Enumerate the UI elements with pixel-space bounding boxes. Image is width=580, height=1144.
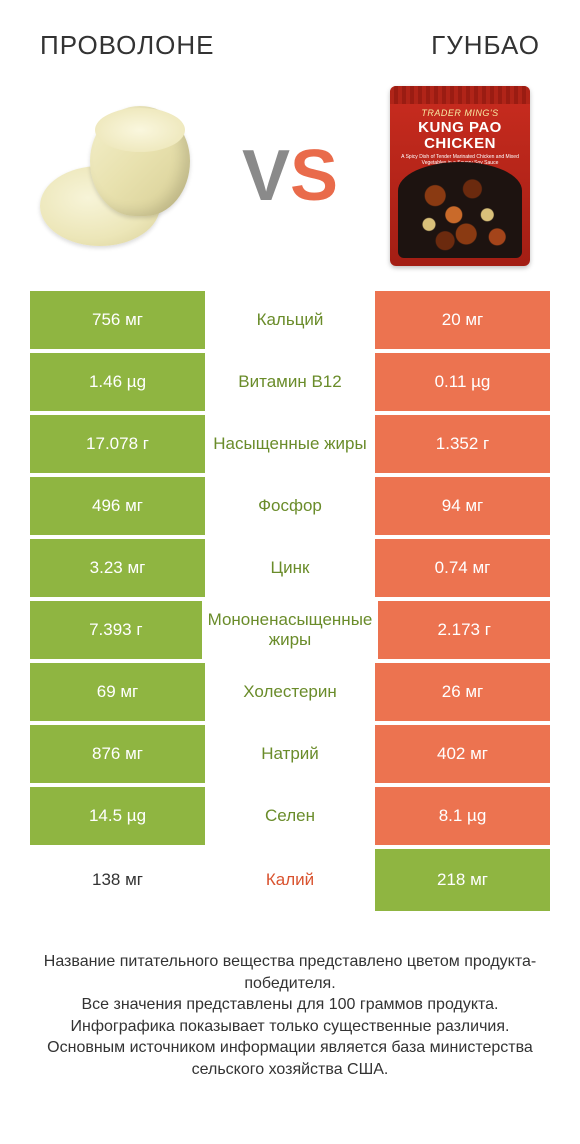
table-row: 1.46 µgВитамин B120.11 µg [30,353,550,415]
cell-nutrient: Витамин B12 [205,353,375,411]
cell-right-value: 0.11 µg [375,353,550,411]
cell-left-value: 496 мг [30,477,205,535]
package-name-2: CHICKEN [424,135,496,152]
table-row: 876 мгНатрий402 мг [30,725,550,787]
cell-left-value: 7.393 г [30,601,202,659]
cell-left-value: 3.23 мг [30,539,205,597]
table-row: 7.393 гМононенасыщенные жиры2.173 г [30,601,550,663]
table-row: 496 мгФосфор94 мг [30,477,550,539]
cell-right-value: 8.1 µg [375,787,550,845]
footer-line-4: Основным источником информации является … [47,1039,533,1078]
hero-row: VS TRADER MING'S Kung Pao CHICKEN A Spic… [0,81,580,291]
cell-left-value: 1.46 µg [30,353,205,411]
cell-left-value: 876 мг [30,725,205,783]
footer-line-3: Инфографика показывает только существенн… [71,1018,510,1035]
cell-right-value: 20 мг [375,291,550,349]
cheese-icon [40,106,200,246]
cell-nutrient: Кальций [205,291,375,349]
product-left-image [30,91,210,261]
package-brand: TRADER MING'S [390,108,530,118]
cell-nutrient: Мононенасыщенные жиры [202,601,379,659]
comparison-table: 756 мгКальций20 мг1.46 µgВитамин B120.11… [0,291,580,911]
cell-right-value: 94 мг [375,477,550,535]
cell-left-value: 756 мг [30,291,205,349]
package-icon: TRADER MING'S Kung Pao CHICKEN A Spicy D… [390,86,530,266]
footer-note: Название питательного вещества представл… [0,911,580,1101]
cell-nutrient: Насыщенные жиры [205,415,375,473]
cell-right-value: 402 мг [375,725,550,783]
cell-nutrient: Селен [205,787,375,845]
cell-nutrient: Цинк [205,539,375,597]
cell-left-value: 69 мг [30,663,205,721]
vs-label: VS [242,135,338,217]
table-row: 17.078 гНасыщенные жиры1.352 г [30,415,550,477]
cell-right-value: 1.352 г [375,415,550,473]
cell-left-value: 17.078 г [30,415,205,473]
cell-right-value: 0.74 мг [375,539,550,597]
vs-v: V [242,136,290,216]
cell-nutrient: Фосфор [205,477,375,535]
cell-nutrient: Калий [205,849,375,911]
cell-right-value: 2.173 г [378,601,550,659]
cell-left-value: 14.5 µg [30,787,205,845]
table-row: 138 мгКалий218 мг [30,849,550,911]
cell-right-value: 218 мг [375,849,550,911]
cell-left-value: 138 мг [30,849,205,911]
titles-row: ПРОВОЛОНЕ ГУНБАО [0,0,580,81]
package-name-1: Kung Pao [418,119,502,136]
footer-line-1: Название питательного вещества представл… [44,953,536,992]
product-right-image: TRADER MING'S Kung Pao CHICKEN A Spicy D… [370,91,550,261]
vs-s: S [290,136,338,216]
infographic-root: ПРОВОЛОНЕ ГУНБАО VS TRADER MING'S Kung P… [0,0,580,1101]
table-row: 69 мгХолестерин26 мг [30,663,550,725]
footer-line-2: Все значения представлены для 100 граммо… [81,996,498,1013]
title-right: ГУНБАО [431,30,540,61]
table-row: 3.23 мгЦинк0.74 мг [30,539,550,601]
cell-nutrient: Натрий [205,725,375,783]
cell-right-value: 26 мг [375,663,550,721]
title-left: ПРОВОЛОНЕ [40,30,215,61]
cell-nutrient: Холестерин [205,663,375,721]
table-row: 756 мгКальций20 мг [30,291,550,353]
table-row: 14.5 µgСелен8.1 µg [30,787,550,849]
